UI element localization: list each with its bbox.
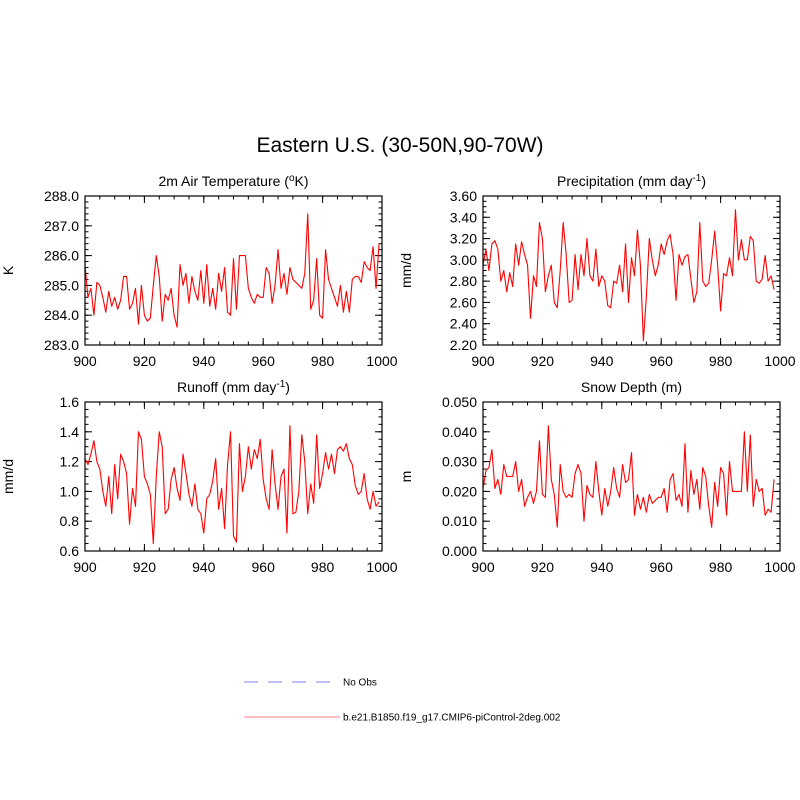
panel-title-precipitation: Precipitation (mm day-1) [557,173,706,189]
plot-frame-precipitation [482,195,781,346]
panel-runoff: Runoff (mm day-1) mm/d 0.6 0.8 1.0 1.2 1.4 1.6 9… [0,379,398,575]
y-tick-label: 1.0 [60,483,80,499]
x-tick-label: 960 [650,353,674,369]
y-axis-label-precipitation: mm/d [398,253,414,288]
panel-title-text-end: K) [295,173,309,189]
series-line-temperature [84,213,380,328]
panel-title-text: Snow Depth (m) [581,379,682,395]
panel-title-text: Precipitation (mm day [557,173,692,189]
legend-item-obs: No Obs [244,678,377,689]
y-tick-label: 0.020 [442,483,477,499]
x-tick-label: 1000 [366,559,397,575]
x-tick-label: 900 [471,353,495,369]
x-tick-label: 1000 [366,353,397,369]
x-tick-label: 940 [590,559,614,575]
series-line-snow-depth [482,425,775,528]
panel-title-text-end: ) [701,173,706,189]
y-tick-label: 2.20 [450,337,477,353]
x-tick-label: 900 [73,559,97,575]
y-tick-label: 285.0 [44,277,79,293]
x-tick-label: 940 [192,353,216,369]
x-tick-label: 980 [311,559,335,575]
y-tick-label: 2.60 [450,294,477,310]
y-tick-label: 3.00 [450,252,477,268]
y-axis-label-temperature: K [0,265,16,275]
x-tick-label: 960 [650,559,674,575]
y-tick-label: 284.0 [44,307,79,323]
x-tick-label: 980 [709,559,733,575]
panel-temperature: 2m Air Temperature (oK) K 283.0 284.0 285.0 2… [0,173,398,369]
panel-title-temperature: 2m Air Temperature (oK) [158,173,308,189]
y-tick-label: 0.030 [442,454,477,470]
y-tick-label: 287.0 [44,218,79,234]
x-tick-label: 940 [590,353,614,369]
legend-item-model: b.e21.B1850.f19_g17.CMIP6-piControl-2deg… [244,713,561,724]
x-tick-label: 1000 [764,353,795,369]
y-tick-label: 3.40 [450,209,477,225]
panel-title-superscript: -1 [276,379,285,390]
y-tick-label: 288.0 [44,188,79,204]
y-tick-label: 3.60 [450,188,477,204]
x-tick-label: 920 [133,353,157,369]
x-tick-label: 920 [531,559,555,575]
page-title: Eastern U.S. (30-50N,90-70W) [256,134,543,157]
y-tick-label: 286.0 [44,248,79,264]
panel-title-text-end: ) [285,379,290,395]
panel-title-text: 2m Air Temperature ( [158,173,289,189]
x-tick-label: 980 [311,353,335,369]
panels: 2m Air Temperature (oK) K 283.0 284.0 285.0 2… [0,173,796,575]
x-tick-label: 940 [192,559,216,575]
y-tick-label: 2.80 [450,273,477,289]
legend: No Obs b.e21.B1850.f19_g17.CMIP6-piContr… [244,678,561,724]
x-tick-label: 920 [133,559,157,575]
x-tick-label: 900 [73,353,97,369]
series-line-precipitation [482,209,775,342]
panel-title-superscript: o [289,173,295,184]
y-axis-label-runoff: mm/d [0,459,16,494]
x-tick-label: 980 [709,353,733,369]
x-tick-label: 960 [252,353,276,369]
panel-title-snow-depth: Snow Depth (m) [581,379,682,395]
panel-title-runoff: Runoff (mm day-1) [177,379,290,395]
plot-frame-snow-depth [482,401,781,552]
y-tick-label: 0.000 [442,543,477,559]
plot-frame-runoff [84,401,383,552]
y-tick-label: 0.6 [60,543,80,559]
plot-frame-temperature [84,195,383,346]
y-tick-label: 0.8 [60,513,80,529]
x-tick-label: 1000 [764,559,795,575]
y-tick-label: 283.0 [44,337,79,353]
panel-snow-depth: Snow Depth (m) m 0.000 0.010 0.020 0.030 0.040… [398,379,796,575]
y-tick-label: 0.050 [442,394,477,410]
panel-title-superscript: -1 [692,173,701,184]
legend-label-model: b.e21.B1850.f19_g17.CMIP6-piControl-2deg… [343,713,561,724]
y-tick-label: 2.40 [450,316,477,332]
x-tick-label: 920 [531,353,555,369]
legend-label-obs: No Obs [343,678,377,689]
y-tick-label: 3.20 [450,231,477,247]
y-tick-label: 0.010 [442,513,477,529]
y-tick-label: 0.040 [442,424,477,440]
y-tick-label: 1.6 [60,394,80,410]
y-tick-label: 1.4 [60,424,80,440]
x-tick-label: 900 [471,559,495,575]
panel-title-text: Runoff (mm day [177,379,276,395]
y-tick-label: 1.2 [60,454,80,470]
panel-precipitation: Precipitation (mm day-1) mm/d 2.20 2.40 2.60… [398,173,796,369]
x-tick-label: 960 [252,559,276,575]
series-line-runoff [84,425,380,545]
y-axis-label-snow-depth: m [398,471,414,483]
